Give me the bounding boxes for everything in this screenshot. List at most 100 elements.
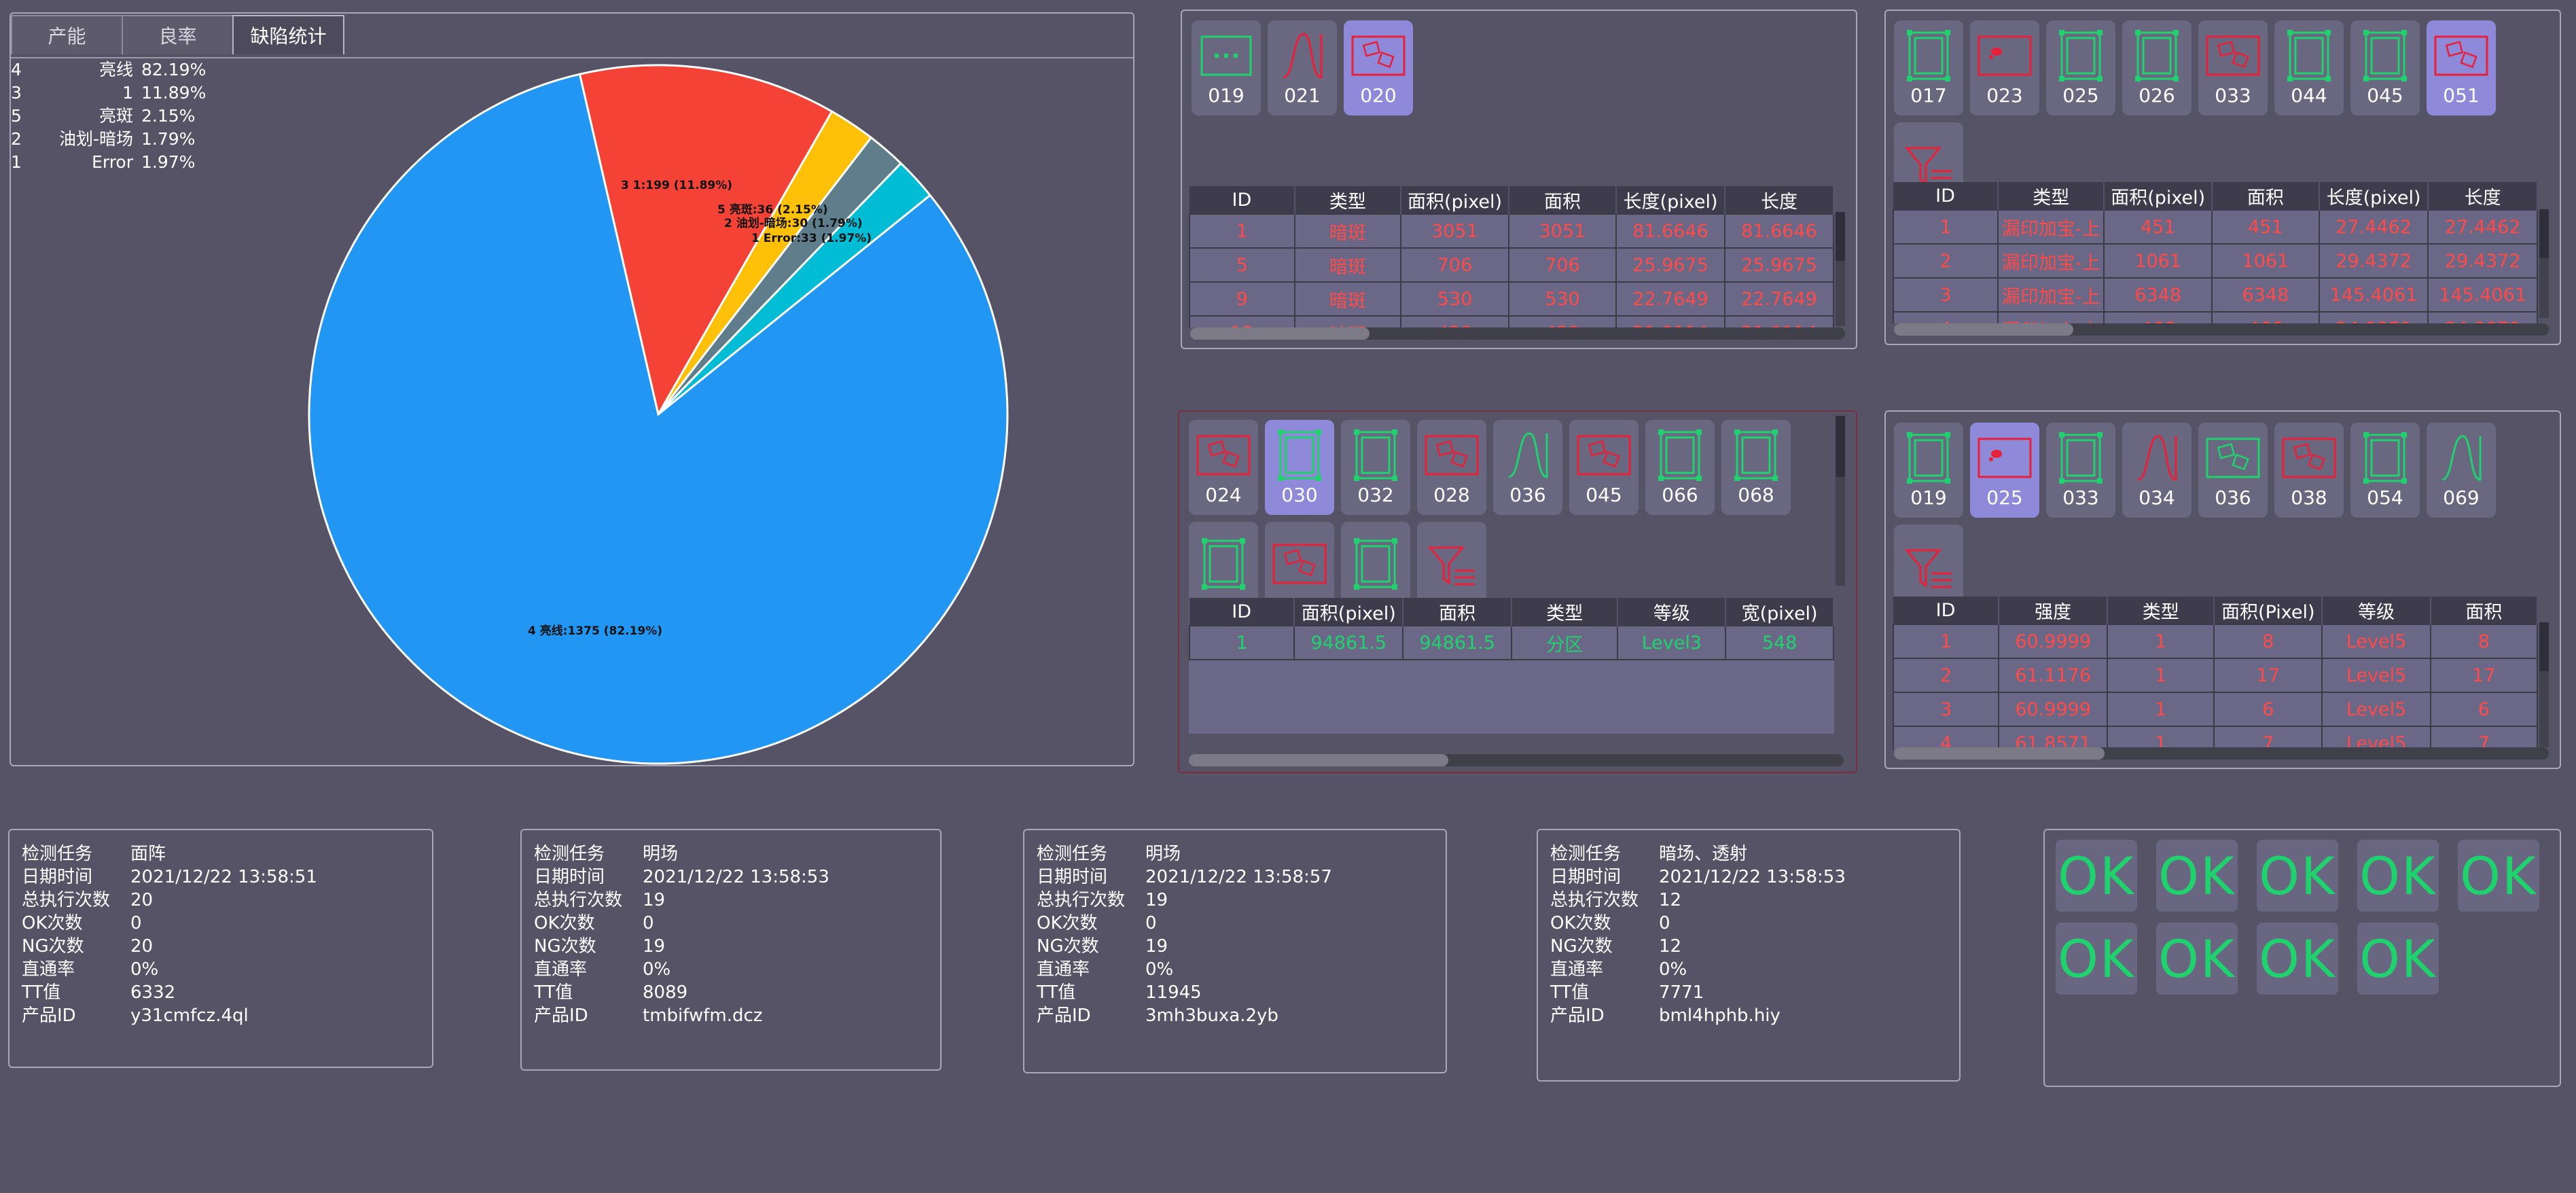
inspection-item-button[interactable]: 030 [1265, 420, 1334, 515]
inspection-item-button[interactable]: 038 [2274, 423, 2344, 518]
column-header[interactable]: 面积(Pixel) [2214, 596, 2323, 624]
inspection-item-button[interactable]: 068 [1721, 420, 1791, 515]
tab-defect-stats[interactable]: 缺陷统计 [232, 15, 344, 54]
table-scrollbar-h[interactable] [1894, 323, 2549, 336]
inspection-item-button[interactable]: 066 [1645, 420, 1715, 515]
inspection-item-label: 036 [1509, 484, 1546, 506]
inspection-item-button[interactable]: 034 [2122, 423, 2192, 518]
column-header[interactable]: ID [1893, 596, 2000, 624]
table-scrollbar-v[interactable] [2539, 622, 2549, 747]
inspection-item-button[interactable]: 054 [2350, 423, 2420, 518]
info-key: TT值 [22, 982, 61, 1003]
table-row[interactable]: 2 漏印加宝-上 1061 1061 29.4372 29.4372 [1893, 243, 2538, 279]
table-row[interactable]: 2 61.1176 1 17 Level5 17 [1893, 658, 2538, 693]
table-scrollbar-h[interactable] [1190, 327, 1845, 340]
inspection-item-button[interactable]: 026 [2122, 20, 2192, 115]
table-row[interactable]: 4 61.8571 1 7 Level5 7 [1893, 726, 2538, 750]
inspection-item-button[interactable]: 020 [1344, 20, 1413, 115]
column-header[interactable]: 长度(pixel) [1616, 186, 1725, 214]
chart-tabs: 产能 良率 缺陷统计 [11, 15, 344, 54]
inspection-item-label: 045 [1586, 484, 1622, 506]
info-value: 8089 [643, 982, 688, 1003]
dotted-frame-icon [1200, 35, 1252, 76]
info-row: TT值 8089 [534, 981, 940, 1004]
column-header[interactable]: 类型 [1511, 598, 1619, 626]
table-cell: 145.4061 [2427, 277, 2538, 313]
column-header[interactable]: ID [1189, 598, 1295, 626]
inspection-item-button[interactable]: 025 [2046, 20, 2115, 115]
inspection-item-button[interactable]: 025 [1970, 423, 2039, 518]
column-header[interactable]: 类型 [1998, 182, 2105, 210]
inspection-item-button[interactable]: 036 [2198, 423, 2268, 518]
tab-yield[interactable]: 良率 [122, 15, 234, 54]
inspection-item-button[interactable]: 021 [1268, 20, 1337, 115]
region-table: ID 面积(pixel) 面积 类型 等级 宽(pixel) 1 94861.5 94861.5… [1189, 598, 1834, 734]
table-row[interactable]: 13暗斑42942921.911421.9114 [1189, 315, 1834, 327]
table-cell: 145.4061 [2318, 277, 2429, 313]
inspection-item-button[interactable]: 033 [2198, 20, 2268, 115]
inspection-item-button[interactable]: 017 [1894, 20, 1963, 115]
inspection-item-label: 019 [1910, 486, 1947, 509]
info-key: 产品ID [1037, 1005, 1091, 1026]
pie-slice-label: 4 亮线:1375 (82.19%) [528, 624, 662, 638]
inspection-item-button[interactable]: 023 [1970, 20, 2039, 115]
table-row[interactable]: 3 60.9999 1 6 Level5 6 [1893, 692, 2538, 727]
table-scrollbar-h[interactable] [1189, 754, 1844, 766]
column-header[interactable]: 等级 [1617, 598, 1727, 626]
info-value: 0 [130, 913, 142, 933]
inspection-item-button[interactable]: 045 [1569, 420, 1639, 515]
table-row[interactable]: 1 漏印加宝-上 451 451 27.4462 27.4462 [1893, 209, 2538, 245]
column-header[interactable]: 长度(pixel) [2319, 182, 2429, 210]
column-header[interactable]: 等级 [2322, 596, 2431, 624]
table-row[interactable]: 9 暗斑 530 530 22.7649 22.7649 [1189, 281, 1834, 317]
info-key: 直通率 [22, 959, 75, 980]
info-row: NG次数 19 [534, 935, 940, 958]
inspection-item-button[interactable]: 019 [1894, 423, 1963, 518]
column-header[interactable]: 面积(pixel) [1401, 186, 1509, 214]
tab-capacity[interactable]: 产能 [11, 15, 123, 54]
column-header[interactable]: 面积 [2211, 182, 2320, 210]
table-row[interactable]: 1 暗斑 3051 3051 81.6646 81.6646 [1189, 213, 1834, 249]
table-row[interactable]: 4漏印加宝-上46646624.987924.9879 [1893, 311, 2538, 323]
pie-slice-label: 1 Error:33 (1.97%) [751, 232, 872, 245]
table-scrollbar-h[interactable] [1894, 747, 2549, 760]
column-header[interactable]: 宽(pixel) [1725, 598, 1834, 626]
column-header[interactable]: 面积(pixel) [2104, 182, 2213, 210]
table-scrollbar-v[interactable] [1836, 212, 1845, 326]
inspection-item-button[interactable]: 024 [1189, 420, 1258, 515]
table-scrollbar-v[interactable] [2539, 209, 2549, 318]
inspection-item-button[interactable]: 051 [2427, 20, 2496, 115]
column-header[interactable]: 长度 [2428, 182, 2538, 210]
table-cell: 24.9879 [2427, 311, 2538, 323]
inspection-item-button[interactable]: 044 [2274, 20, 2344, 115]
pie-slice[interactable] [308, 73, 1009, 765]
column-header[interactable]: 面积 [1508, 186, 1617, 214]
info-key: 总执行次数 [22, 890, 111, 910]
pie-slice[interactable] [578, 64, 834, 418]
info-row: TT值 6332 [22, 981, 432, 1004]
column-header[interactable]: 类型 [2107, 596, 2215, 624]
inspection-item-button[interactable]: 019 [1192, 20, 1261, 115]
column-header[interactable]: ID [1893, 182, 1999, 210]
inspection-item-button[interactable]: 028 [1417, 420, 1486, 515]
icons-scrollbar-v[interactable] [1836, 416, 1845, 586]
inspection-item-button[interactable]: 032 [1341, 420, 1410, 515]
table-row[interactable]: 1 60.9999 1 8 Level5 8 [1893, 624, 2538, 659]
column-header[interactable]: 面积(pixel) [1294, 598, 1404, 626]
column-header[interactable]: 类型 [1294, 186, 1402, 214]
column-header[interactable]: 长度 [1725, 186, 1834, 214]
table-cell: 漏印加宝-上 [1997, 243, 2105, 279]
column-header[interactable]: 面积 [2430, 596, 2538, 624]
inspection-item-button[interactable]: 069 [2427, 423, 2496, 518]
column-header[interactable]: 面积 [1403, 598, 1513, 626]
column-header[interactable]: 强度 [1999, 596, 2109, 624]
inspection-item-button[interactable]: 045 [2350, 20, 2420, 115]
frame-icon [1354, 429, 1397, 481]
table-row[interactable]: 5 暗斑 706 706 25.9675 25.9675 [1189, 247, 1834, 283]
table-row[interactable]: 3 漏印加宝-上 6348 6348 145.4061 145.4061 [1893, 277, 2538, 313]
inspection-item-button[interactable]: 033 [2046, 423, 2115, 518]
column-header[interactable]: ID [1189, 186, 1295, 214]
info-value: 20 [130, 890, 154, 910]
table-row[interactable]: 1 94861.5 94861.5 分区 Level3 548 [1189, 625, 1834, 660]
inspection-item-button[interactable]: 036 [1493, 420, 1562, 515]
